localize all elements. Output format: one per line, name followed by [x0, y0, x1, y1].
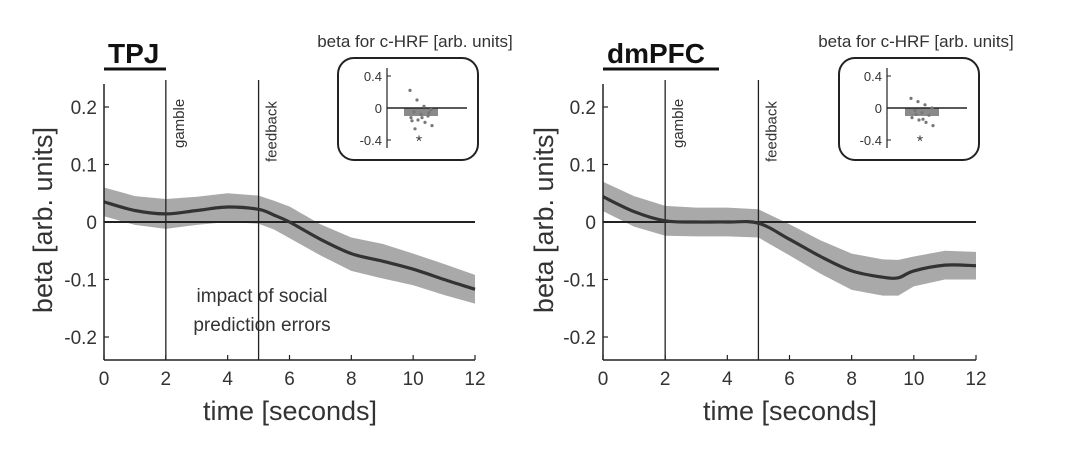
inset-point	[920, 111, 924, 115]
x-tick-label: 10	[903, 369, 924, 390]
inset-point	[423, 120, 427, 124]
inset-title: beta for c-HRF [arb. units]	[818, 32, 1014, 51]
inset-point	[415, 98, 419, 102]
mean-line	[103, 200, 476, 291]
panel-dmpfc: dmPFC beta [arb. units] time [seconds] b…	[529, 32, 1014, 426]
panel-title: TPJ	[108, 38, 159, 69]
inset-point	[923, 103, 927, 107]
x-tick-label: 6	[784, 369, 795, 390]
inset-point	[921, 117, 925, 121]
inset-point	[924, 120, 928, 124]
inset-point	[909, 96, 913, 100]
event-label-feedback: feedback	[264, 101, 281, 162]
y-tick-label: 0.2	[71, 98, 97, 119]
inset-point	[427, 111, 431, 115]
inset-point	[930, 106, 934, 110]
x-tick-label: 12	[464, 369, 485, 390]
inset-point	[927, 113, 931, 117]
event-label-feedback: feedback	[763, 101, 780, 162]
y-tick-label: 0.1	[570, 156, 596, 177]
y-tick-label: -0.2	[563, 328, 596, 349]
inset-point	[426, 114, 430, 118]
confidence-band	[104, 187, 475, 304]
y-tick-label: -0.1	[563, 271, 596, 292]
event-label-gamble: gamble	[171, 99, 188, 148]
inset-tick-label: -0.4	[860, 133, 882, 148]
inset-point	[420, 116, 424, 120]
inset-title: beta for c-HRF [arb. units]	[317, 32, 513, 51]
x-tick-label: 6	[284, 369, 295, 390]
inset-point	[419, 112, 423, 116]
inset-point	[913, 108, 917, 112]
y-tick-label: -0.2	[64, 328, 97, 349]
inset-point	[931, 124, 935, 128]
y-axis-label: beta [arb. units]	[529, 127, 559, 313]
inset-point	[410, 119, 414, 123]
x-axis-label: time [seconds]	[203, 396, 377, 426]
annotation-line-1: impact of social	[197, 286, 328, 307]
inset-point	[409, 116, 413, 120]
inset-tick-label: 0	[875, 101, 882, 116]
panel-title: dmPFC	[607, 38, 705, 69]
x-tick-label: 12	[965, 369, 986, 390]
inset-point	[917, 118, 921, 122]
inset-point	[408, 88, 412, 92]
panel-tpj: TPJ beta [arb. units] time [seconds] imp…	[28, 32, 513, 426]
annotation-line-2: prediction errors	[193, 315, 330, 336]
inset-tick-label: 0.4	[364, 69, 382, 84]
x-tick-label: 2	[161, 369, 172, 390]
x-tick-label: 0	[598, 369, 609, 390]
y-tick-label: -0.1	[64, 271, 97, 292]
event-label-gamble: gamble	[670, 99, 687, 148]
inset-point	[916, 100, 920, 104]
inset-point	[914, 112, 918, 116]
x-axis-label: time [seconds]	[703, 396, 877, 426]
inset-point	[416, 118, 420, 122]
x-tick-label: 8	[846, 369, 857, 390]
inset-tick-label: 0.4	[864, 69, 882, 84]
y-tick-label: 0	[86, 213, 97, 234]
inset-point	[413, 127, 417, 131]
inset-point	[412, 110, 416, 114]
y-tick-label: 0	[585, 213, 596, 234]
x-tick-label: 8	[346, 369, 357, 390]
x-tick-label: 2	[660, 369, 671, 390]
x-tick-label: 10	[403, 369, 424, 390]
inset-point	[429, 108, 433, 112]
mean-line	[602, 195, 977, 280]
significance-star: *	[416, 134, 422, 151]
y-tick-label: 0.1	[71, 156, 97, 177]
x-tick-label: 4	[722, 369, 733, 390]
inset-point	[430, 124, 434, 128]
inset-point	[422, 104, 426, 108]
inset-bar	[404, 108, 438, 116]
x-tick-label: 0	[99, 369, 110, 390]
x-tick-label: 4	[222, 369, 233, 390]
y-tick-label: 0.2	[570, 98, 596, 119]
significance-star: *	[917, 134, 923, 151]
inset-point	[910, 116, 914, 120]
y-axis-label: beta [arb. units]	[28, 127, 58, 313]
inset-tick-label: -0.4	[360, 133, 382, 148]
inset-tick-label: 0	[375, 101, 382, 116]
